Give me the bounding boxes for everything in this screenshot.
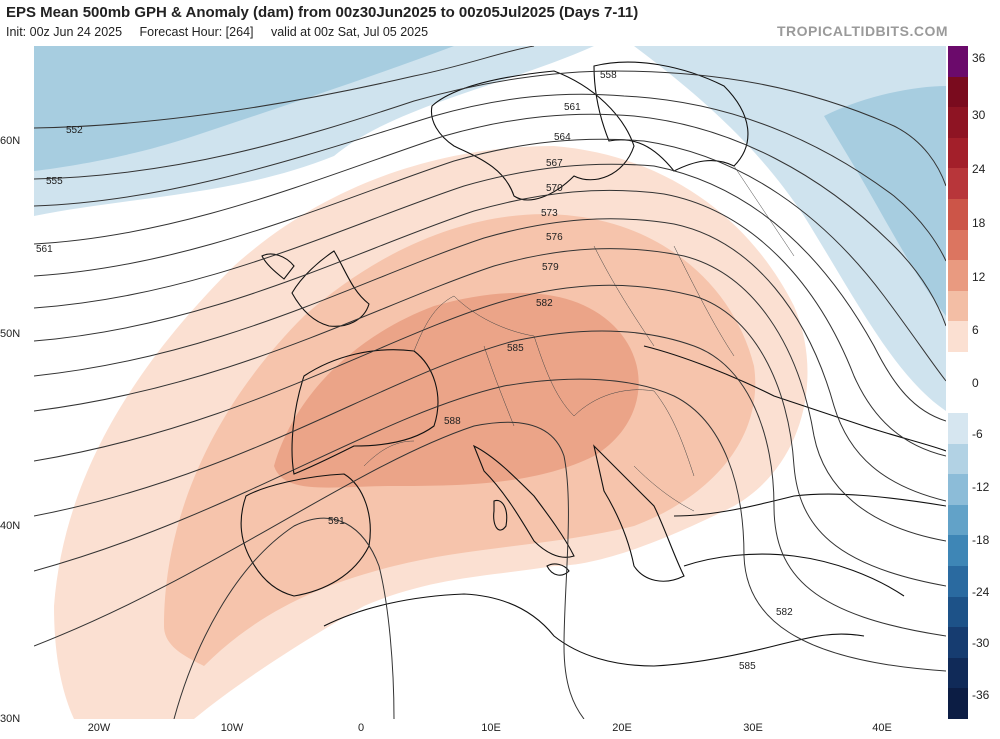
- lat-label: 40N: [0, 520, 21, 532]
- init-time: Init: 00z Jun 24 2025: [6, 25, 123, 39]
- colorbar-swatch: [948, 107, 968, 139]
- contour-label: 582: [776, 607, 793, 618]
- contour-label: 555: [46, 176, 63, 187]
- colorbar-swatch: [948, 596, 968, 628]
- contour-label: 579: [542, 262, 559, 273]
- colorbar-swatch: [948, 351, 968, 383]
- colorbar-label: 36: [972, 51, 986, 65]
- map-subtitle: Init: 00z Jun 24 2025 Forecast Hour: [26…: [6, 25, 442, 39]
- colorbar-swatch: [948, 198, 968, 231]
- lon-label: 40E: [872, 722, 892, 734]
- colorbar-label: -36: [972, 688, 990, 702]
- lon-label: 10W: [220, 722, 244, 734]
- lon-label: 20W: [87, 722, 111, 734]
- contour-label: 591: [328, 516, 345, 527]
- colorbar-swatch: [948, 137, 968, 169]
- colorbar-swatch: [948, 535, 968, 567]
- brand-watermark: TROPICALTIDBITS.COM: [776, 23, 948, 39]
- negative-anomaly-ne-core: [824, 86, 946, 316]
- contour-label: 576: [546, 232, 563, 243]
- map-panel: 552 555 558 561 564 567 570 573 576 579 …: [34, 46, 946, 719]
- lat-label: 60N: [0, 135, 21, 147]
- colorbar-swatch: [948, 229, 968, 261]
- forecast-hour: Forecast Hour: [264]: [139, 25, 254, 39]
- colorbar: [948, 46, 968, 720]
- colorbar-swatch: [948, 504, 968, 536]
- contour-label: 585: [507, 343, 524, 354]
- colorbar-swatch: [948, 76, 968, 108]
- colorbar-label: -24: [972, 585, 990, 599]
- contour-label: 561: [564, 102, 581, 113]
- contour-label: 588: [444, 416, 461, 427]
- colorbar-swatch: [948, 168, 968, 200]
- coastlines: [240, 61, 946, 667]
- lon-label: 0: [357, 722, 365, 734]
- positive-anomaly-strong: [274, 292, 639, 488]
- colorbar-swatch: [948, 657, 968, 689]
- contour-label: 567: [546, 158, 563, 169]
- colorbar-swatch: [948, 474, 968, 506]
- contour-label: 585: [739, 661, 756, 672]
- colorbar-label: 0: [972, 376, 979, 390]
- contour-label: 582: [536, 298, 553, 309]
- contour-label: 570: [546, 183, 563, 194]
- colorbar-swatch: [948, 688, 968, 720]
- colorbar-label: 24: [972, 162, 986, 176]
- contour-label: 564: [554, 132, 571, 143]
- colorbar-label: 30: [972, 108, 986, 122]
- colorbar-swatch: [948, 290, 968, 322]
- country-borders: [363, 165, 795, 512]
- colorbar-swatch: [948, 627, 968, 659]
- lat-label: 50N: [0, 328, 21, 340]
- contour-labels: 552 555 558 561 564 567 570 573 576 579 …: [36, 70, 793, 672]
- colorbar-label: 12: [972, 270, 986, 284]
- colorbar-swatch: [948, 46, 968, 78]
- contour-label: 573: [541, 208, 558, 219]
- lon-label: 30E: [743, 722, 763, 734]
- contour-label: 552: [66, 125, 83, 136]
- colorbar-label: -12: [972, 480, 990, 494]
- contour-label: 561: [36, 244, 53, 255]
- colorbar-label: 6: [972, 323, 979, 337]
- colorbar-swatch: [948, 260, 968, 292]
- height-contours: [34, 46, 946, 719]
- colorbar-swatch: [948, 413, 968, 445]
- colorbar-swatch: [948, 566, 968, 598]
- map-title: EPS Mean 500mb GPH & Anomaly (dam) from …: [6, 4, 639, 21]
- colorbar-label: -18: [972, 533, 990, 547]
- colorbar-swatch: [948, 443, 968, 475]
- colorbar-label: -6: [972, 427, 983, 441]
- colorbar-swatch: [948, 321, 968, 353]
- negative-anomaly-nw-core: [34, 46, 454, 171]
- colorbar-label: -30: [972, 636, 990, 650]
- colorbar-label: 18: [972, 216, 986, 230]
- lon-label: 20E: [612, 722, 632, 734]
- contour-label: 558: [600, 70, 617, 81]
- valid-time: valid at 00z Sat, Jul 05 2025: [270, 25, 429, 39]
- lon-label: 10E: [481, 722, 501, 734]
- map-svg: 552 555 558 561 564 567 570 573 576 579 …: [34, 46, 946, 719]
- colorbar-swatch: [948, 382, 968, 414]
- lat-label: 30N: [0, 713, 21, 725]
